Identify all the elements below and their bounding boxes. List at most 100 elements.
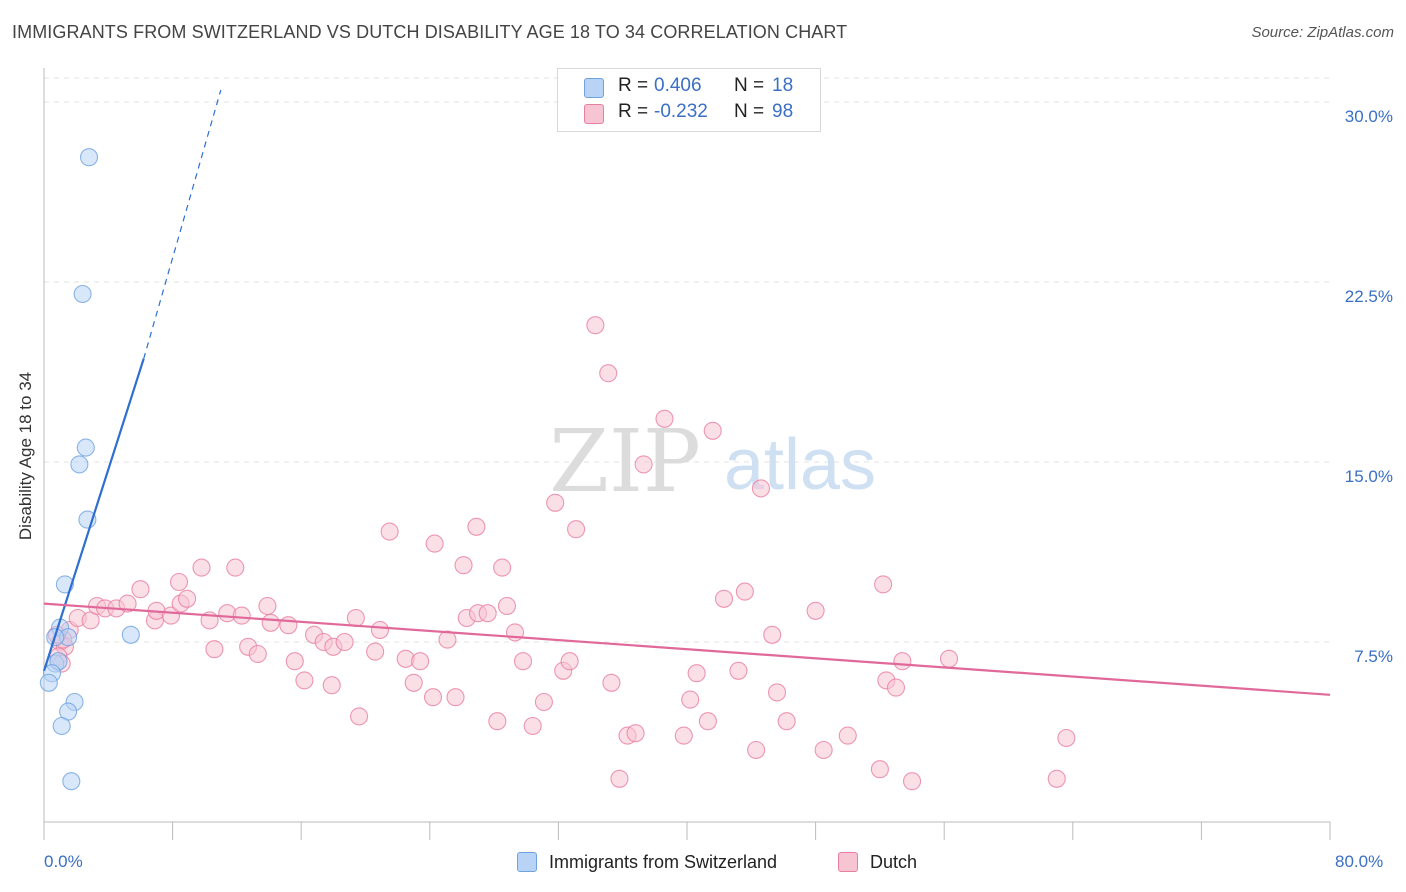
data-point	[404, 673, 423, 692]
legend-swatch-dutch	[584, 104, 604, 124]
legend-n-value: 98	[772, 101, 794, 122]
data-point	[295, 671, 314, 690]
data-point	[767, 683, 787, 702]
data-point	[39, 673, 58, 692]
data-point	[467, 517, 486, 536]
watermark-zip: ZIP	[549, 412, 701, 512]
data-point	[248, 644, 267, 664]
data-point	[655, 409, 674, 428]
data-point	[687, 664, 706, 683]
data-point	[350, 707, 369, 726]
data-point	[560, 652, 579, 671]
data-point	[497, 596, 517, 616]
data-point	[192, 558, 211, 577]
data-point	[634, 455, 653, 474]
data-point	[610, 769, 629, 788]
data-point	[454, 556, 473, 575]
data-point	[714, 589, 734, 608]
data-point	[411, 652, 430, 671]
switzerland-points	[39, 148, 140, 791]
data-point	[735, 582, 754, 601]
data-point	[806, 601, 825, 620]
data-point	[261, 613, 280, 632]
bottom-legend-swatch-dutch	[838, 852, 858, 872]
data-point	[76, 438, 95, 457]
data-point	[546, 493, 565, 512]
data-point	[893, 652, 912, 671]
data-point	[674, 726, 693, 745]
data-point	[698, 712, 717, 731]
trend-line-switzerland-extension	[143, 89, 222, 359]
chart-source: Source: ZipAtlas.com	[1251, 24, 1394, 41]
x-tick-min: 0.0%	[44, 852, 83, 871]
legend-r-value: -0.232	[654, 101, 708, 122]
bottom-legend-label: Dutch	[870, 852, 918, 872]
data-point	[493, 558, 512, 577]
bottom-legend-swatch-switzerland	[517, 852, 537, 872]
data-point	[626, 724, 645, 743]
data-point	[279, 616, 298, 635]
legend-r-value: 0.406	[654, 75, 702, 96]
bottom-legend-label: Immigrants from Switzerland	[549, 852, 778, 872]
data-point	[478, 604, 497, 623]
legend-n-key: N =	[734, 75, 765, 96]
data-point	[425, 534, 444, 553]
legend-r-key: R =	[618, 101, 649, 122]
data-point	[258, 596, 277, 616]
data-point	[52, 716, 71, 736]
watermark-atlas: atlas	[724, 425, 876, 505]
chart-title: IMMIGRANTS FROM SWITZERLAND VS DUTCH DIS…	[12, 22, 848, 42]
data-point	[488, 712, 507, 731]
data-point	[567, 520, 586, 539]
data-point	[232, 606, 251, 625]
legend-n-key: N =	[734, 101, 765, 122]
y-axis-label: Disability Age 18 to 34	[16, 371, 35, 541]
data-point	[346, 608, 365, 628]
y-tick-label: 15.0%	[1344, 467, 1393, 486]
data-point	[814, 740, 833, 760]
y-axis-label-wrap: Disability Age 18 to 34	[6, 372, 46, 540]
data-point	[205, 640, 224, 659]
data-point	[534, 692, 553, 712]
data-point	[285, 652, 304, 671]
dutch-points	[47, 316, 1076, 791]
watermark: ZIP atlas	[549, 412, 876, 512]
data-point	[939, 649, 959, 668]
data-point	[178, 589, 197, 608]
data-point	[1047, 769, 1066, 788]
data-point	[874, 575, 893, 594]
data-point	[763, 625, 782, 644]
legend-swatch-switzerland	[584, 78, 604, 98]
data-point	[703, 421, 722, 440]
legend-n-value: 18	[772, 75, 794, 96]
data-point	[438, 630, 457, 649]
data-point	[380, 522, 399, 541]
data-point	[169, 572, 189, 592]
data-point	[121, 625, 140, 644]
y-tick-label: 30.0%	[1344, 107, 1393, 126]
data-point	[523, 716, 542, 736]
data-point	[423, 688, 443, 707]
data-point	[902, 772, 922, 791]
trend-lines	[42, 89, 1331, 696]
data-point	[1057, 728, 1076, 748]
data-point	[602, 673, 621, 692]
trend-line-dutch	[43, 602, 1331, 696]
data-point	[370, 620, 390, 640]
axes	[43, 68, 1331, 840]
data-point	[79, 148, 99, 167]
data-point	[366, 642, 385, 661]
data-point	[513, 652, 533, 671]
x-tick-max: 80.0%	[1335, 852, 1384, 871]
data-point	[777, 712, 796, 731]
data-point	[62, 772, 81, 791]
data-point	[335, 632, 354, 652]
data-point	[226, 558, 245, 577]
trend-line-switzerland	[42, 358, 145, 672]
correlation-legend: R = 0.406 N = 18 R = -0.232 N = 98	[557, 68, 821, 132]
data-point	[118, 594, 137, 613]
data-point	[729, 661, 748, 680]
data-point	[886, 678, 906, 697]
gridlines	[44, 77, 1330, 643]
